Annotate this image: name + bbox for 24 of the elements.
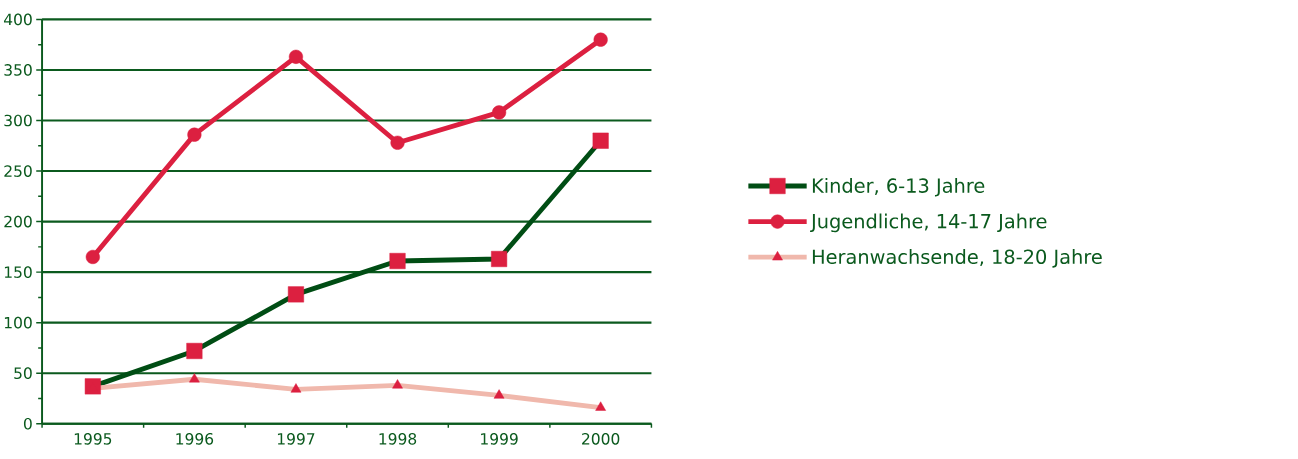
- point: [187, 127, 202, 142]
- x-tick-label: 1998: [379, 433, 417, 445]
- x-tick-label: 1995: [74, 433, 112, 445]
- y-tick-label: 0: [23, 418, 32, 430]
- point: [593, 32, 608, 47]
- legend-label: Jugendliche, 14-17 Jahre: [810, 213, 1047, 233]
- y-tick-label: 250: [4, 165, 32, 178]
- x-tick-label: 1999: [481, 433, 518, 445]
- legend-label: Heranwachsende, 18-20 Jahre: [812, 249, 1102, 268]
- point: [492, 105, 507, 120]
- point: [390, 135, 405, 150]
- x-tick-label: 1997: [277, 433, 315, 445]
- y-tick-label: 300: [4, 114, 32, 127]
- point: [85, 250, 100, 265]
- y-tick-label: 50: [14, 367, 32, 380]
- y-tick-label: 350: [4, 64, 32, 76]
- y-tick-label: 100: [4, 316, 32, 329]
- point: [288, 49, 304, 65]
- y-tick-label: 400: [3, 13, 32, 26]
- x-tick-label: 2000: [582, 433, 620, 445]
- x-tick-label: 1996: [176, 433, 214, 445]
- y-tick-label: 200: [4, 215, 32, 228]
- legend-label: Kinder, 6-13 Jahre: [812, 178, 985, 197]
- y-tick-label: 150: [4, 266, 32, 279]
